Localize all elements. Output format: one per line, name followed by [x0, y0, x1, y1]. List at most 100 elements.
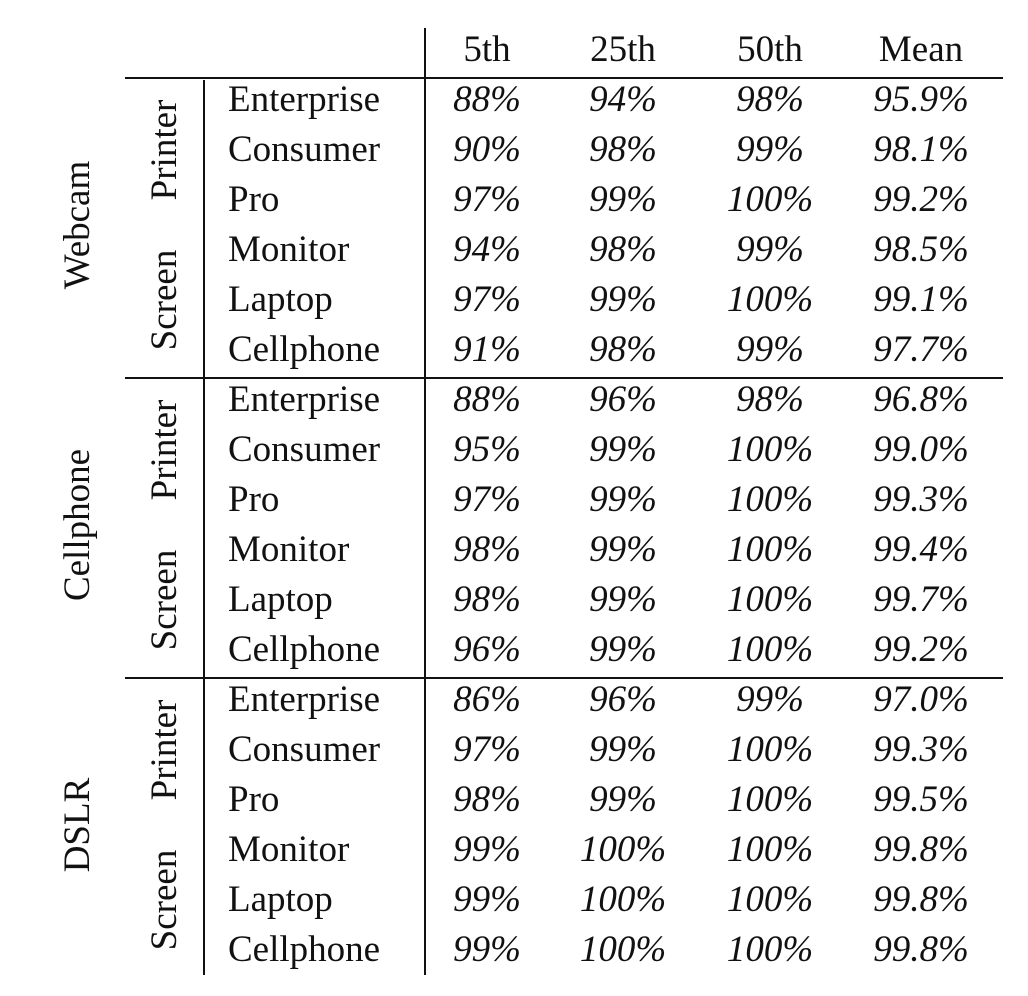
value-cell: 99%	[589, 729, 657, 770]
row-label: Enterprise	[228, 379, 381, 420]
header-rule	[125, 77, 1003, 79]
value-cell: 99.3%	[873, 479, 969, 520]
row-label: Consumer	[228, 129, 381, 170]
value-cell: 99.2%	[873, 629, 969, 670]
row-label: Pro	[228, 179, 280, 220]
value-cell: 100%	[726, 179, 814, 220]
subgroup-label-text: Screen	[144, 549, 185, 651]
column-header: 5th	[463, 29, 511, 70]
value-cell: 98.5%	[873, 229, 969, 270]
value-cell: 94%	[453, 229, 521, 270]
value-cell: 98%	[589, 229, 657, 270]
value-cell: 98.1%	[873, 129, 969, 170]
subgroup-label-text: Screen	[144, 849, 185, 951]
row-label: Pro	[228, 479, 280, 520]
value-cell: 99%	[453, 929, 521, 970]
row-label: Monitor	[228, 829, 350, 870]
value-cell: 88%	[453, 79, 521, 120]
value-cell: 99%	[453, 879, 521, 920]
device-group-label-text: Webcam	[57, 160, 98, 290]
data-divider-rule	[424, 28, 426, 975]
value-cell: 100%	[726, 579, 814, 620]
value-cell: 99.7%	[873, 579, 969, 620]
row-label: Pro	[228, 779, 280, 820]
subgroup-label-text: Printer	[144, 399, 185, 501]
row-label: Laptop	[228, 579, 333, 620]
value-cell: 100%	[726, 929, 814, 970]
row-label: Laptop	[228, 279, 333, 320]
value-cell: 99.0%	[873, 429, 969, 470]
value-cell: 98%	[589, 129, 657, 170]
value-cell: 95%	[453, 429, 521, 470]
value-cell: 100%	[579, 879, 667, 920]
value-cell: 100%	[726, 879, 814, 920]
value-cell: 100%	[579, 929, 667, 970]
column-header: 50th	[737, 29, 803, 70]
value-cell: 99%	[736, 129, 804, 170]
value-cell: 99%	[589, 279, 657, 320]
value-cell: 97%	[453, 179, 521, 220]
value-cell: 99.8%	[873, 879, 969, 920]
value-cell: 86%	[453, 679, 521, 720]
value-cell: 97%	[453, 479, 521, 520]
row-label: Consumer	[228, 429, 381, 470]
value-cell: 100%	[726, 779, 814, 820]
value-cell: 98%	[589, 329, 657, 370]
value-cell: 97.7%	[873, 329, 969, 370]
value-cell: 99%	[589, 179, 657, 220]
subgroup-label-text: Screen	[144, 249, 185, 351]
value-cell: 99%	[589, 479, 657, 520]
device-group-label-text: DSLR	[57, 777, 98, 873]
value-cell: 98%	[736, 379, 804, 420]
value-cell: 100%	[726, 529, 814, 570]
column-header: 25th	[590, 29, 656, 70]
value-cell: 99.1%	[873, 279, 969, 320]
label-divider-rule	[203, 80, 205, 975]
group-separator-rule	[125, 377, 1003, 379]
value-cell: 99.3%	[873, 729, 969, 770]
value-cell: 99%	[453, 829, 521, 870]
row-label: Enterprise	[228, 679, 381, 720]
value-cell: 100%	[726, 729, 814, 770]
value-cell: 99%	[589, 529, 657, 570]
subgroup-label-text: Printer	[144, 699, 185, 801]
value-cell: 96.8%	[873, 379, 969, 420]
row-label: Monitor	[228, 529, 350, 570]
value-cell: 98%	[453, 779, 521, 820]
value-cell: 99.8%	[873, 929, 969, 970]
row-label: Cellphone	[228, 929, 381, 970]
value-cell: 99%	[589, 429, 657, 470]
value-cell: 99.2%	[873, 179, 969, 220]
value-cell: 98%	[736, 79, 804, 120]
value-cell: 91%	[453, 329, 521, 370]
value-cell: 100%	[726, 629, 814, 670]
value-cell: 99.5%	[873, 779, 969, 820]
row-label: Consumer	[228, 729, 381, 770]
row-label: Cellphone	[228, 329, 381, 370]
value-cell: 97%	[453, 279, 521, 320]
value-cell: 96%	[589, 379, 657, 420]
row-label: Cellphone	[228, 629, 381, 670]
value-cell: 99%	[589, 779, 657, 820]
row-label: Monitor	[228, 229, 350, 270]
group-separator-rule	[125, 677, 1003, 679]
value-cell: 99%	[736, 229, 804, 270]
value-cell: 90%	[453, 129, 521, 170]
value-cell: 99.4%	[873, 529, 969, 570]
value-cell: 99.8%	[873, 829, 969, 870]
value-cell: 99%	[736, 679, 804, 720]
value-cell: 95.9%	[873, 79, 969, 120]
value-cell: 100%	[726, 829, 814, 870]
row-label: Enterprise	[228, 79, 381, 120]
value-cell: 96%	[589, 679, 657, 720]
value-cell: 99%	[589, 579, 657, 620]
column-header: Mean	[878, 29, 964, 70]
value-cell: 98%	[453, 579, 521, 620]
device-group-label-text: Cellphone	[57, 448, 98, 602]
value-cell: 88%	[453, 379, 521, 420]
value-cell: 94%	[589, 79, 657, 120]
value-cell: 97%	[453, 729, 521, 770]
value-cell: 98%	[453, 529, 521, 570]
value-cell: 100%	[579, 829, 667, 870]
